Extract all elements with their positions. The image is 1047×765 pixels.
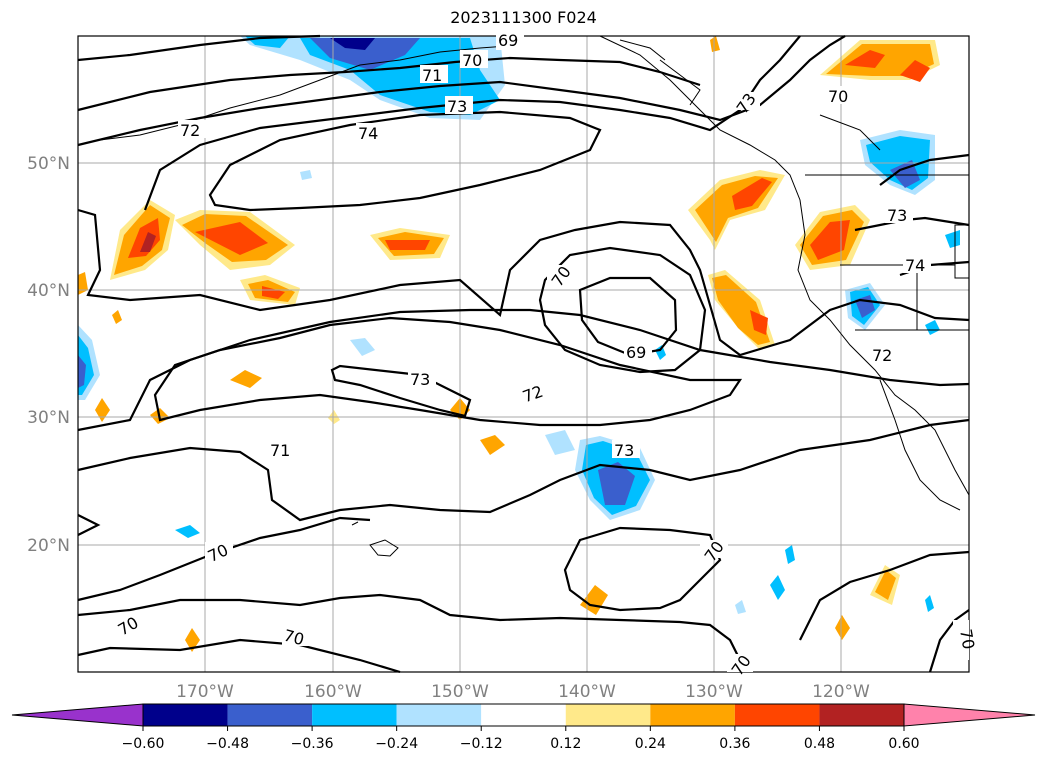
colorbar-box xyxy=(143,704,228,726)
colorbar-tick-label: 0.36 xyxy=(719,736,750,752)
contour-label: 70 xyxy=(462,51,482,70)
colorbar-box xyxy=(565,704,651,726)
contour-label: 74 xyxy=(358,124,378,143)
lon-label: 140°W xyxy=(558,682,616,702)
lat-label: 50°N xyxy=(27,154,70,174)
map-title: 2023111300 F024 xyxy=(450,8,597,27)
lat-label: 20°N xyxy=(27,536,70,556)
lat-label: 30°N xyxy=(27,408,70,428)
map-panel xyxy=(78,36,969,672)
colorbar-tick-label: −0.36 xyxy=(291,736,334,752)
colorbar-box xyxy=(227,704,313,726)
colorbar-box xyxy=(396,704,482,726)
colorbar-box xyxy=(734,704,820,726)
contour-label: 69 xyxy=(498,31,518,50)
contour-label: 74 xyxy=(905,256,925,275)
colorbar-extension-max xyxy=(903,703,1036,727)
warm-anomaly-regions xyxy=(78,36,940,652)
lon-label: 170°W xyxy=(176,682,234,702)
lon-label: 120°W xyxy=(812,682,870,702)
colorbar-tick-label: 0.12 xyxy=(550,736,581,752)
colorbar-frame xyxy=(142,703,905,727)
lon-label: 160°W xyxy=(304,682,362,702)
contour-label: 70 xyxy=(282,626,307,650)
lat-label: 40°N xyxy=(27,281,70,301)
contour-label: 71 xyxy=(270,441,290,460)
colorbar: −0.60 −0.48 −0.36 −0.24 −0.12 0.12 0.24 0.36 0.4… xyxy=(11,703,1036,752)
contour-label: 73 xyxy=(614,441,634,460)
lon-label: 130°W xyxy=(685,682,743,702)
contour-labels: 69 70 71 73 72 74 73 70 70 73 74 72 72 7… xyxy=(115,30,978,679)
longitude-labels: 170°W 160°W 150°W 140°W 130°W 120°W xyxy=(176,682,870,702)
colorbar-tick-label: −0.48 xyxy=(206,736,249,752)
colorbar-box xyxy=(312,704,397,726)
height-contours xyxy=(77,34,970,674)
latitude-labels: 50°N 40°N 30°N 20°N xyxy=(27,154,70,556)
colorbar-tick-label: 0.60 xyxy=(888,736,919,752)
contour-label: 72 xyxy=(872,346,892,365)
colorbar-box xyxy=(819,704,904,726)
colorbar-tick-label: −0.12 xyxy=(460,736,503,752)
contour-label: 69 xyxy=(626,343,646,362)
colorbar-box xyxy=(650,704,735,726)
colorbar-extension-min xyxy=(11,703,144,727)
contour-label: 71 xyxy=(422,66,442,85)
colorbar-box xyxy=(481,704,566,726)
lon-label: 150°W xyxy=(431,682,489,702)
contour-label: 70 xyxy=(828,87,848,106)
colorbar-tick-label: 0.24 xyxy=(635,736,666,752)
colorbar-tick-label: 0.48 xyxy=(804,736,835,752)
contour-label: 73 xyxy=(410,370,430,389)
colorbar-tick-label: −0.60 xyxy=(122,736,165,752)
contour-label: 72 xyxy=(180,121,200,140)
contour-label: 73 xyxy=(447,97,467,116)
contour-label: 73 xyxy=(887,206,907,225)
contour-label: 70 xyxy=(956,627,978,650)
colorbar-tick-label: −0.24 xyxy=(375,736,418,752)
